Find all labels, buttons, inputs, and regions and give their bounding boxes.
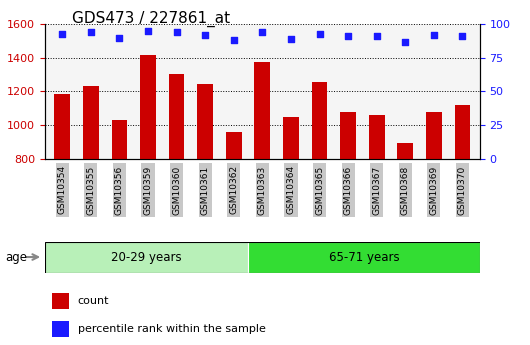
Point [172,29,181,35]
Bar [197,84,213,293]
Point [401,39,410,45]
Text: GSM10359: GSM10359 [144,165,153,215]
Bar [83,86,99,293]
Point [86,29,95,35]
Text: percentile rank within the sample: percentile rank within the sample [78,324,266,334]
Bar [248,241,480,273]
Point [373,33,381,39]
Bar [52,321,68,337]
Text: GSM10366: GSM10366 [343,165,352,215]
Bar [426,112,442,293]
Point [144,28,152,33]
Point [201,32,209,38]
Text: 65-71 years: 65-71 years [329,250,399,264]
Bar [55,94,70,293]
Text: GSM10370: GSM10370 [458,165,467,215]
Text: count: count [78,296,109,306]
Point [344,33,352,39]
Point [229,38,238,43]
Text: GSM10363: GSM10363 [258,165,267,215]
Text: GSM10354: GSM10354 [58,165,67,215]
Bar [111,120,127,293]
Bar [45,241,248,273]
Bar [169,74,184,293]
Text: GSM10360: GSM10360 [172,165,181,215]
Text: GDS473 / 227861_at: GDS473 / 227861_at [72,10,229,27]
Bar [226,132,242,293]
Text: GSM10368: GSM10368 [401,165,410,215]
Bar [254,62,270,293]
Bar [52,293,68,308]
Text: GSM10364: GSM10364 [286,165,295,215]
Text: GSM10356: GSM10356 [115,165,124,215]
Point [458,33,467,39]
Bar [312,82,328,293]
Bar [283,118,299,293]
Text: 20-29 years: 20-29 years [111,250,182,264]
Text: GSM10369: GSM10369 [429,165,438,215]
Text: GSM10365: GSM10365 [315,165,324,215]
Text: GSM10362: GSM10362 [229,165,239,215]
Point [115,35,123,40]
Point [58,31,66,36]
Text: age: age [5,250,28,264]
Point [430,32,438,38]
Bar [369,115,385,293]
Bar [340,112,356,293]
Text: GSM10355: GSM10355 [86,165,95,215]
Point [258,29,267,35]
Bar [455,105,470,293]
Point [287,36,295,42]
Bar [398,143,413,293]
Bar [140,55,156,293]
Point [315,31,324,36]
Text: GSM10361: GSM10361 [201,165,210,215]
Text: GSM10367: GSM10367 [372,165,381,215]
